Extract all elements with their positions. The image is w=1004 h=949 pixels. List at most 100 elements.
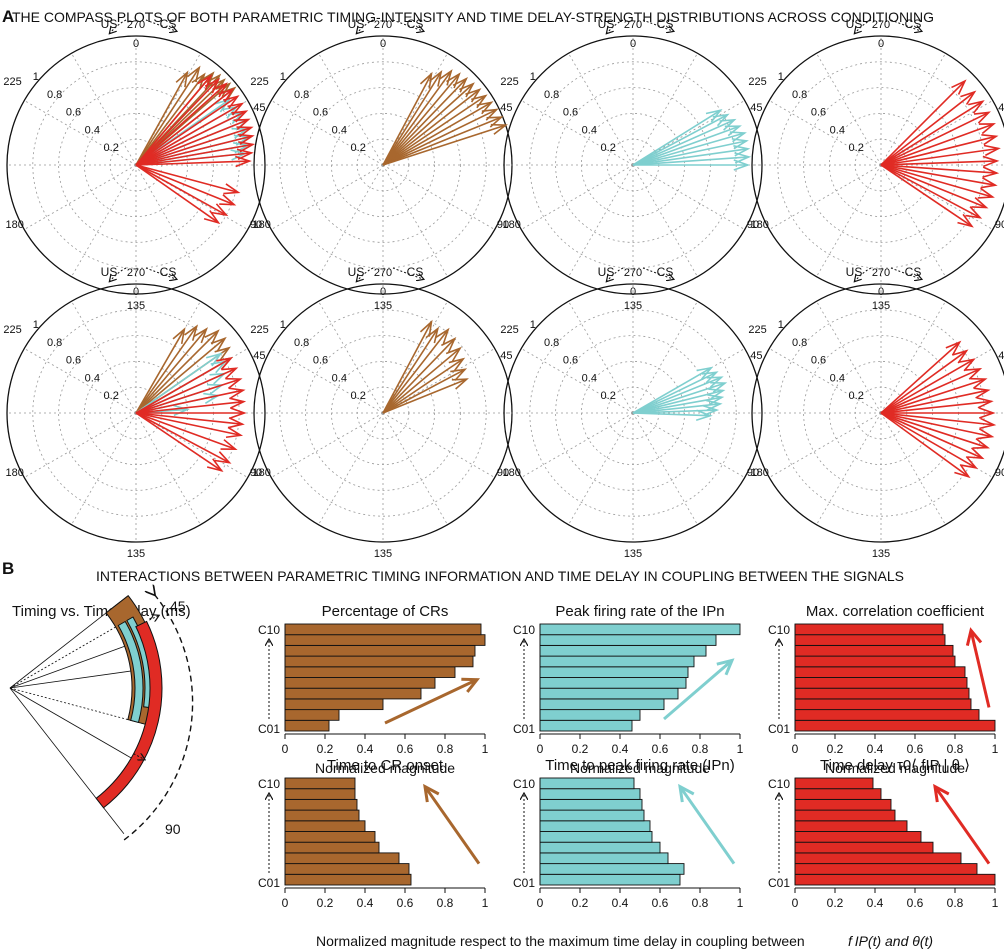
trend-arrow-shaft — [663, 659, 733, 721]
bar-chart-title: Time to peak firing rate (IPn) — [545, 757, 735, 774]
bar-C04 — [539, 687, 679, 700]
grid-spoke — [816, 53, 882, 166]
bar-C06 — [794, 820, 908, 832]
radial-tick-label: 0.6 — [66, 355, 81, 367]
radial-tick-label: 0.8 — [47, 89, 62, 101]
grid-spoke — [71, 53, 137, 166]
angle-label-180: 180 — [253, 467, 271, 479]
bar-chart-title: Max. correlation coefficient — [806, 603, 985, 620]
bar-C07 — [794, 809, 896, 822]
schematic-fan-line — [9, 687, 146, 725]
compass-arrowhead-red — [973, 387, 991, 399]
grid-spoke — [816, 412, 882, 525]
radial-tick-label: 0.8 — [544, 89, 559, 101]
grid-ring — [606, 386, 660, 440]
bar-C03 — [794, 852, 962, 865]
compass-arrowhead-red — [206, 458, 224, 473]
compass-vector-red — [880, 412, 977, 469]
schematic-fan-line — [9, 668, 149, 689]
angle-label-45: 45 — [500, 102, 512, 114]
angle-label-270: 270 — [624, 267, 642, 279]
bar-C06 — [284, 820, 366, 832]
compass-arrowhead-red — [965, 206, 983, 219]
grid-ring — [330, 360, 435, 465]
x-tick-label: 0 — [282, 896, 289, 910]
grid-spoke — [568, 412, 634, 525]
x-tick-label: 0.6 — [907, 896, 924, 910]
y-label-bottom: C01 — [513, 876, 535, 890]
angle-label-180: 180 — [751, 467, 769, 479]
bar-C02 — [794, 863, 978, 875]
angle-label-45: 45 — [500, 350, 512, 362]
us-direction-arrow — [357, 267, 374, 281]
compass-vector-red — [135, 95, 239, 166]
compass-arrowhead-red — [237, 133, 255, 145]
angle-label-135: 135 — [872, 548, 890, 560]
bar-C01 — [539, 873, 681, 886]
angle-label-225: 225 — [748, 324, 766, 336]
compass-vector-red — [880, 412, 993, 438]
bar-C06 — [284, 666, 456, 678]
grid-spoke — [71, 164, 137, 277]
schematic-red-band — [95, 620, 163, 809]
angle-label-225: 225 — [3, 76, 21, 88]
compass-vector-red — [880, 400, 992, 414]
schematic-fan-line — [9, 687, 125, 835]
angle-label-90: 90 — [497, 219, 509, 231]
schematic-fan-line — [9, 639, 142, 689]
angle-label-90: 90 — [747, 219, 759, 231]
bar-C08 — [794, 798, 892, 811]
compass-arrowhead-red — [228, 387, 246, 399]
compass-vector-red — [135, 126, 252, 166]
compass-arrowhead-red — [972, 437, 990, 449]
angle-label-135: 135 — [127, 548, 145, 560]
compass-vector-red — [880, 412, 994, 426]
radial-tick-label: 0.6 — [563, 107, 578, 119]
compass-vector-cyan — [632, 148, 749, 166]
angle-label-225: 225 — [500, 76, 518, 88]
compass-arrowhead-red — [230, 407, 247, 419]
bar-C09 — [539, 634, 717, 646]
trend-arrow-shaft — [969, 630, 991, 708]
grid-spoke — [568, 301, 634, 414]
grid-spoke — [769, 348, 882, 414]
compass-vector-brown — [135, 328, 186, 414]
angle-label-270: 270 — [127, 267, 145, 279]
compass-vector-red — [880, 111, 990, 166]
compass-vector-brown — [135, 325, 198, 414]
bar-chart-title: Time delay τ0⟨ fIP | θ ⟩ — [820, 757, 970, 774]
trend-arrow-shaft — [423, 785, 481, 865]
x-tick-label: 0.4 — [612, 896, 629, 910]
compass-vector-brown — [382, 73, 460, 166]
bar-C02 — [284, 709, 340, 721]
compass-vector-cyan — [632, 371, 717, 414]
schematic-45-marker — [149, 616, 158, 620]
compass-vector-cyan — [632, 367, 712, 414]
us-direction-arrow — [607, 19, 624, 33]
grid-spoke — [816, 301, 882, 414]
grid-spoke — [382, 164, 448, 277]
bar-C09 — [539, 788, 641, 800]
bar-C03 — [794, 698, 972, 711]
bar-C10 — [539, 623, 741, 636]
us-label: US — [598, 17, 615, 31]
grid-spoke — [568, 164, 634, 277]
compass-vector-red — [880, 164, 973, 227]
angle-label-225: 225 — [250, 324, 268, 336]
bar-C01 — [284, 873, 412, 886]
bar-chart-6: Time delay τ0⟨ fIP | θ ⟩ 0 0.2 0.4 0.6 0.8 1 C1… — [768, 757, 999, 910]
bar-C09 — [794, 788, 882, 800]
bar-chart-5: Time to peak firing rate (IPn) 0 0.2 0.4 0.6… — [513, 757, 744, 910]
x-tick-label: 1 — [992, 742, 999, 756]
angle-label-90: 90 — [250, 219, 262, 231]
compass-vector-red — [135, 367, 237, 414]
bar-C10 — [794, 623, 944, 636]
radial-tick-label: 0.2 — [601, 142, 616, 154]
compass-vector-red — [135, 152, 252, 166]
cs-direction-arrow — [145, 267, 176, 279]
grid-spoke — [769, 100, 882, 166]
compass-arrowhead-brown — [451, 378, 469, 390]
grid-spoke — [632, 412, 698, 525]
bar-C04 — [539, 841, 661, 854]
